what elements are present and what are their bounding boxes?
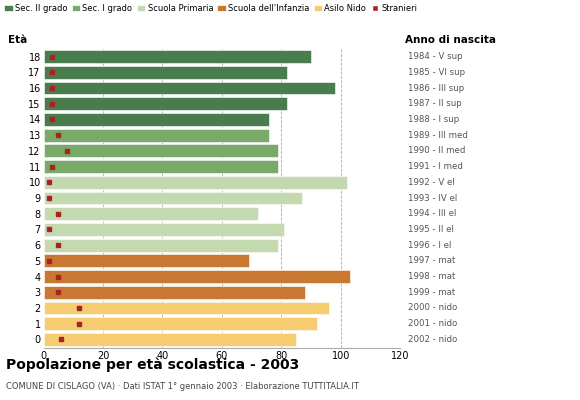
Text: 1987 - II sup: 1987 - II sup (408, 99, 462, 108)
Bar (44, 207, 258, 220)
Bar (44, 50, 311, 63)
Bar (44, 144, 278, 157)
Text: 1993 - IV el: 1993 - IV el (408, 194, 458, 202)
Text: 1994 - III el: 1994 - III el (408, 209, 456, 218)
Bar (44, 302, 329, 314)
Text: 2001 - nido: 2001 - nido (408, 319, 458, 328)
Text: 1992 - V el: 1992 - V el (408, 178, 455, 187)
Bar (44, 270, 350, 283)
Text: 2000 - nido: 2000 - nido (408, 304, 458, 312)
Bar (44, 113, 269, 126)
Bar (44, 176, 347, 189)
Text: 1991 - I med: 1991 - I med (408, 162, 463, 171)
Text: 1988 - I sup: 1988 - I sup (408, 115, 459, 124)
Bar (44, 97, 287, 110)
Text: Età: Età (8, 35, 27, 45)
Text: Anno di nascita: Anno di nascita (405, 35, 496, 45)
Bar (44, 223, 284, 236)
Text: COMUNE DI CISLAGO (VA) · Dati ISTAT 1° gennaio 2003 · Elaborazione TUTTITALIA.IT: COMUNE DI CISLAGO (VA) · Dati ISTAT 1° g… (6, 382, 358, 391)
Bar (44, 239, 278, 252)
Text: 1999 - mat: 1999 - mat (408, 288, 455, 297)
Text: 1990 - II med: 1990 - II med (408, 146, 466, 155)
Text: 1984 - V sup: 1984 - V sup (408, 52, 463, 61)
Bar (44, 192, 302, 204)
Bar (44, 129, 269, 142)
Legend: Sec. II grado, Sec. I grado, Scuola Primaria, Scuola dell'Infanzia, Asilo Nido, : Sec. II grado, Sec. I grado, Scuola Prim… (4, 4, 418, 13)
Bar (44, 333, 296, 346)
Text: 1986 - III sup: 1986 - III sup (408, 84, 465, 92)
Text: 1997 - mat: 1997 - mat (408, 256, 455, 265)
Text: 1998 - mat: 1998 - mat (408, 272, 455, 281)
Bar (44, 160, 278, 173)
Bar (44, 286, 305, 299)
Text: 1989 - III med: 1989 - III med (408, 131, 468, 140)
Text: Popolazione per età scolastica - 2003: Popolazione per età scolastica - 2003 (6, 358, 299, 372)
Bar (44, 254, 249, 267)
Bar (44, 317, 317, 330)
Bar (44, 66, 287, 79)
Text: 1996 - I el: 1996 - I el (408, 241, 452, 250)
Text: 1985 - VI sup: 1985 - VI sup (408, 68, 465, 77)
Text: 2002 - nido: 2002 - nido (408, 335, 458, 344)
Text: 1995 - II el: 1995 - II el (408, 225, 454, 234)
Bar (44, 82, 335, 94)
